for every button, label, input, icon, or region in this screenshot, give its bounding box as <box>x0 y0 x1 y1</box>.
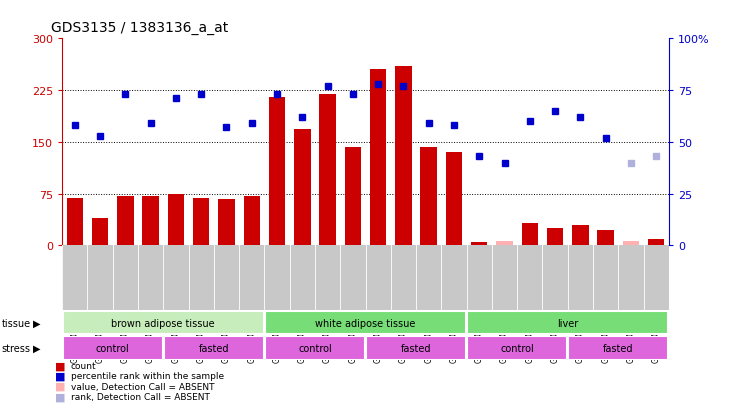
Bar <box>467 337 567 360</box>
Text: tissue: tissue <box>1 318 31 328</box>
Bar <box>193 199 209 246</box>
Text: fasted: fasted <box>199 343 229 353</box>
Text: GDS3135 / 1383136_a_at: GDS3135 / 1383136_a_at <box>51 21 228 35</box>
Bar <box>395 67 412 246</box>
Text: brown adipose tissue: brown adipose tissue <box>111 318 215 328</box>
Bar <box>597 230 614 246</box>
Bar <box>243 196 260 246</box>
Bar <box>623 242 639 246</box>
Text: rank, Detection Call = ABSENT: rank, Detection Call = ABSENT <box>71 392 210 401</box>
Bar <box>265 337 365 360</box>
Text: ▶: ▶ <box>33 318 40 328</box>
Bar <box>67 199 83 246</box>
Bar <box>547 228 564 246</box>
Text: stress: stress <box>1 343 31 353</box>
Bar <box>522 224 538 246</box>
Text: value, Detection Call = ABSENT: value, Detection Call = ABSENT <box>71 382 214 391</box>
Text: ▶: ▶ <box>33 343 40 353</box>
Bar <box>420 147 437 246</box>
Bar <box>63 311 264 335</box>
Text: fasted: fasted <box>603 343 634 353</box>
Bar <box>92 218 108 246</box>
Text: ■: ■ <box>55 371 65 381</box>
Bar <box>219 199 235 246</box>
Bar <box>344 147 361 246</box>
Bar <box>167 194 184 246</box>
Bar <box>143 196 159 246</box>
Bar <box>471 242 488 246</box>
Text: ■: ■ <box>55 392 65 401</box>
Bar <box>496 242 512 246</box>
Text: percentile rank within the sample: percentile rank within the sample <box>71 371 224 380</box>
Bar <box>568 337 668 360</box>
Text: ■: ■ <box>55 361 65 370</box>
Bar <box>370 70 387 246</box>
Bar <box>648 240 664 246</box>
Text: control: control <box>298 343 332 353</box>
Bar <box>265 311 466 335</box>
Text: ■: ■ <box>55 381 65 391</box>
Text: control: control <box>500 343 534 353</box>
Text: count: count <box>71 361 96 370</box>
Bar <box>294 130 311 246</box>
Bar <box>572 225 588 246</box>
Bar <box>446 153 462 246</box>
Bar <box>467 311 668 335</box>
Bar <box>164 337 264 360</box>
Text: fasted: fasted <box>401 343 431 353</box>
Bar <box>319 94 336 246</box>
Text: control: control <box>96 343 129 353</box>
Bar <box>366 337 466 360</box>
Bar <box>63 337 163 360</box>
Bar <box>117 196 134 246</box>
Text: liver: liver <box>557 318 578 328</box>
Bar <box>269 98 285 246</box>
Text: white adipose tissue: white adipose tissue <box>315 318 416 328</box>
